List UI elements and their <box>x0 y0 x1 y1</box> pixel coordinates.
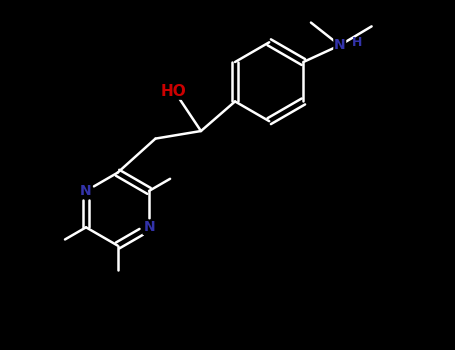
Text: N: N <box>143 220 155 234</box>
Text: N: N <box>334 38 345 52</box>
Text: H: H <box>352 36 362 49</box>
Text: N: N <box>80 184 92 198</box>
Text: HO: HO <box>161 84 187 99</box>
